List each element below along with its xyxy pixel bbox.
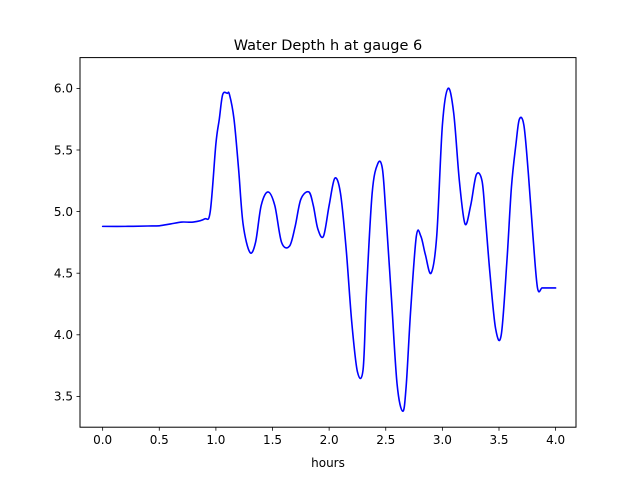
- y-tick-label: 5.0: [54, 205, 73, 219]
- y-tick-label: 5.5: [54, 143, 73, 157]
- x-tick-label: 0.0: [93, 433, 112, 447]
- x-tick-label: 2.5: [376, 433, 395, 447]
- x-tick-label: 1.5: [263, 433, 282, 447]
- y-tick-label: 4.0: [54, 328, 73, 342]
- series-line-0: [101, 87, 557, 412]
- x-axis-label: hours: [311, 456, 345, 470]
- x-tick-label: 3.5: [489, 433, 508, 447]
- plot-frame: [79, 57, 577, 428]
- x-tick-label: 1.0: [206, 433, 225, 447]
- x-tick-label: 0.5: [150, 433, 169, 447]
- x-tick-label: 3.0: [433, 433, 452, 447]
- x-tick-label: 4.0: [546, 433, 565, 447]
- y-tick-label: 6.0: [54, 82, 73, 96]
- y-tick-label: 3.5: [54, 390, 73, 404]
- y-tick-label: 4.5: [54, 267, 73, 281]
- x-tick-label: 2.0: [320, 433, 339, 447]
- chart-title: Water Depth h at gauge 6: [234, 38, 422, 54]
